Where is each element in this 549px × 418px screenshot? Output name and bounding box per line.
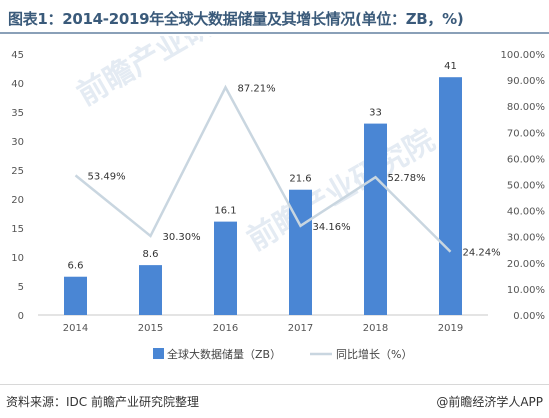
growth-value-label: 30.30% bbox=[163, 232, 201, 243]
growth-line bbox=[74, 84, 452, 253]
bar-value-label: 8.6 bbox=[143, 249, 159, 260]
bar-value-label: 6.6 bbox=[68, 261, 84, 272]
bar-value-label: 21.6 bbox=[289, 174, 311, 185]
y-right-tick-label: 100.00% bbox=[501, 50, 546, 61]
x-tick-label: 2015 bbox=[138, 323, 163, 334]
y-left-tick-label: 25 bbox=[11, 166, 24, 177]
growth-value-label: 87.21% bbox=[238, 83, 276, 94]
labels-layer: 6.6 8.6 16.1 21.6 33 41 53.49% 30.30% 87.21% 34.1… bbox=[68, 61, 501, 272]
y-right-tick-label: 60.00% bbox=[507, 154, 545, 165]
bar-value-label: 41 bbox=[444, 61, 457, 72]
y-left-tick-label: 20 bbox=[11, 195, 24, 206]
y-left-tick-label: 10 bbox=[11, 253, 24, 264]
bar-value-label: 33 bbox=[369, 108, 382, 119]
y-right-tick-label: 20.00% bbox=[507, 259, 545, 270]
source-note: 资料来源：IDC 前瞻产业研究院整理 bbox=[6, 395, 199, 409]
title-divider bbox=[0, 32, 549, 34]
bar-2016 bbox=[214, 221, 237, 315]
y-left-tick-label: 0 bbox=[18, 311, 24, 322]
y-right-tick-label: 30.00% bbox=[507, 233, 545, 244]
growth-value-label: 53.49% bbox=[88, 171, 126, 182]
y-right-tick-label: 70.00% bbox=[507, 128, 545, 139]
watermark-1: 前瞻产业研究院 bbox=[242, 123, 441, 258]
y-right-tick-label: 10.00% bbox=[507, 285, 545, 296]
growth-value-label: 34.16% bbox=[313, 222, 351, 233]
watermark-0: 前瞻产业研究院 bbox=[72, 36, 271, 113]
bar-value-label: 16.1 bbox=[214, 206, 236, 217]
legend-layer: 全球大数据储量（ZB） 同比增长（%） bbox=[153, 347, 412, 361]
y-left-tick-label: 5 bbox=[18, 282, 24, 293]
line-layer bbox=[74, 84, 452, 253]
y-left-tick-label: 35 bbox=[11, 108, 24, 119]
y-left-tick-label: 45 bbox=[11, 50, 24, 61]
y-left-tick-label: 30 bbox=[11, 137, 24, 148]
footer: 资料来源：IDC 前瞻产业研究院整理 @前瞻经济学人APP bbox=[0, 384, 549, 418]
x-tick-label: 2018 bbox=[363, 323, 388, 334]
legend-bar-label: 全球大数据储量（ZB） bbox=[167, 347, 281, 361]
brand-credit: @前瞻经济学人APP bbox=[436, 395, 543, 409]
x-tick-label: 2014 bbox=[63, 323, 88, 334]
bar-2019 bbox=[439, 77, 462, 315]
x-tick-label: 2017 bbox=[288, 323, 313, 334]
x-tick-label: 2019 bbox=[438, 323, 463, 334]
bar-2015 bbox=[139, 265, 162, 315]
axes-layer: 0 5 10 15 20 25 30 35 40 45 0.00% 10.00% 20.00% 30.00… bbox=[11, 50, 545, 334]
growth-value-label: 24.24% bbox=[463, 248, 501, 259]
legend-bar-swatch bbox=[153, 348, 164, 359]
y-right-tick-label: 0.00% bbox=[513, 311, 545, 322]
bar-2014 bbox=[64, 276, 87, 315]
y-right-tick-label: 50.00% bbox=[507, 181, 545, 192]
y-right-tick-label: 40.00% bbox=[507, 207, 545, 218]
legend-line-label: 同比增长（%） bbox=[336, 347, 412, 361]
chart-title: 图表1：2014-2019年全球大数据储量及其增长情况(单位：ZB，%) bbox=[8, 10, 464, 28]
y-left-tick-label: 40 bbox=[11, 79, 24, 90]
x-tick-label: 2016 bbox=[213, 323, 238, 334]
bar-2018 bbox=[364, 123, 387, 315]
bars-layer bbox=[64, 77, 462, 315]
y-left-tick-label: 15 bbox=[11, 224, 24, 235]
y-right-tick-label: 90.00% bbox=[507, 76, 545, 87]
growth-value-label: 52.78% bbox=[388, 173, 426, 184]
y-right-tick-label: 80.00% bbox=[507, 102, 545, 113]
